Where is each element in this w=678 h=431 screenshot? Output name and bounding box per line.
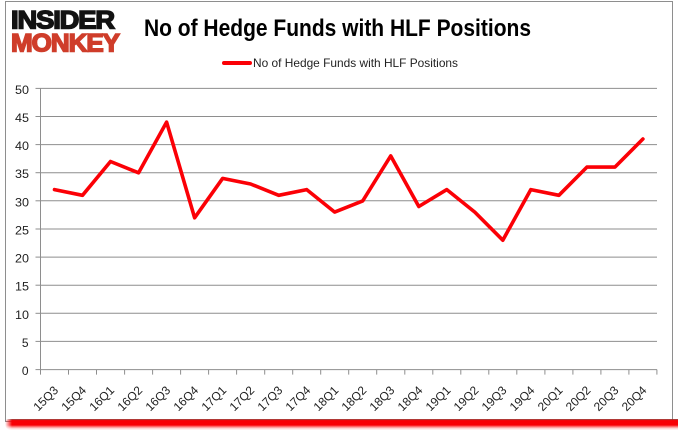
svg-text:16Q3: 16Q3 xyxy=(143,383,174,414)
svg-text:16Q2: 16Q2 xyxy=(115,383,146,414)
svg-text:5: 5 xyxy=(22,336,29,350)
svg-text:40: 40 xyxy=(15,139,29,153)
svg-text:No of Hedge Funds with HLF Pos: No of Hedge Funds with HLF Positions xyxy=(253,56,458,70)
svg-text:MONKEY: MONKEY xyxy=(11,30,120,58)
svg-text:25: 25 xyxy=(15,224,29,238)
svg-text:No of Hedge Funds with HLF Pos: No of Hedge Funds with HLF Positions xyxy=(144,15,531,42)
svg-text:20Q3: 20Q3 xyxy=(591,383,622,414)
svg-text:17Q3: 17Q3 xyxy=(255,383,286,414)
svg-text:20Q1: 20Q1 xyxy=(535,383,566,414)
svg-text:19Q2: 19Q2 xyxy=(451,383,482,414)
svg-text:30: 30 xyxy=(15,195,29,209)
svg-text:18Q2: 18Q2 xyxy=(339,383,370,414)
svg-text:15Q3: 15Q3 xyxy=(30,383,61,414)
svg-text:0: 0 xyxy=(22,364,29,378)
svg-text:15: 15 xyxy=(15,280,29,294)
svg-text:45: 45 xyxy=(15,111,29,125)
svg-text:17Q4: 17Q4 xyxy=(283,383,314,414)
svg-text:15Q4: 15Q4 xyxy=(58,383,89,414)
svg-text:20Q4: 20Q4 xyxy=(619,383,650,414)
svg-text:INSIDER: INSIDER xyxy=(11,7,115,35)
svg-text:18Q1: 18Q1 xyxy=(311,383,342,414)
svg-text:50: 50 xyxy=(15,83,29,97)
svg-text:17Q1: 17Q1 xyxy=(199,383,230,414)
svg-text:20Q2: 20Q2 xyxy=(563,383,594,414)
svg-text:20: 20 xyxy=(15,252,29,266)
svg-text:18Q3: 18Q3 xyxy=(367,383,398,414)
svg-text:17Q2: 17Q2 xyxy=(227,383,258,414)
svg-text:10: 10 xyxy=(15,308,29,322)
svg-text:16Q1: 16Q1 xyxy=(86,383,117,414)
svg-text:19Q3: 19Q3 xyxy=(479,383,510,414)
svg-text:18Q4: 18Q4 xyxy=(395,383,426,414)
svg-text:19Q4: 19Q4 xyxy=(507,383,538,414)
svg-text:35: 35 xyxy=(15,167,29,181)
svg-text:19Q1: 19Q1 xyxy=(423,383,454,414)
svg-text:16Q4: 16Q4 xyxy=(171,383,202,414)
